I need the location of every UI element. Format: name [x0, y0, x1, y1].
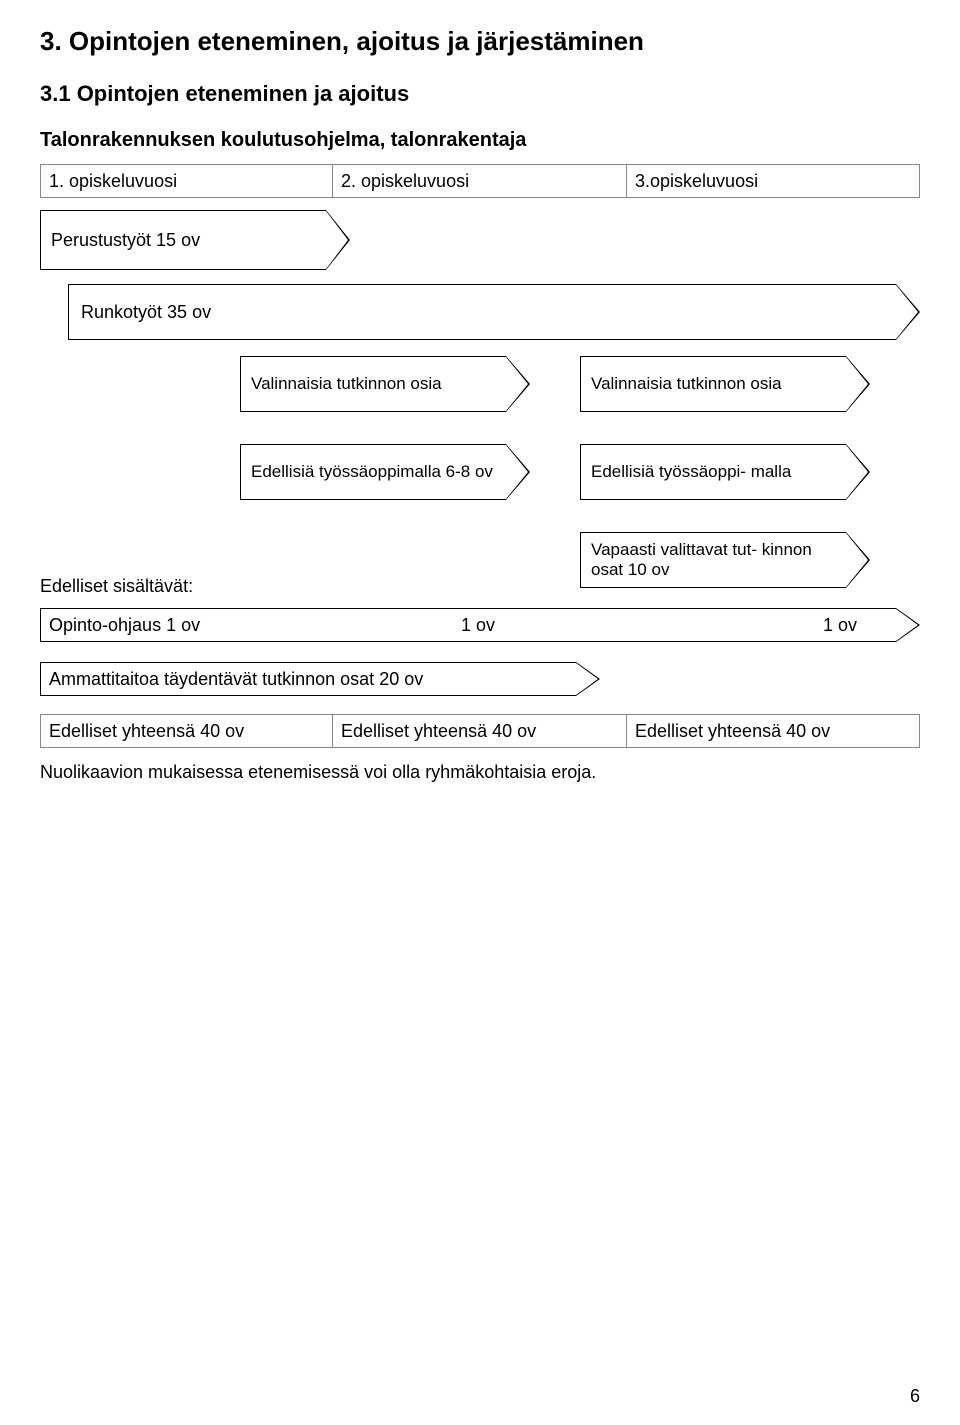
perustus-arrow: Perustustyöt 15 ov [40, 210, 350, 270]
valinnaisia-right-arrow-body: Valinnaisia tutkinnon osia [580, 356, 846, 412]
edellisia-right-arrow-arrowhead-icon [846, 444, 870, 500]
perustus-arrow-body: Perustustyöt 15 ov [40, 210, 326, 270]
vapaasti-arrow-arrowhead-icon [846, 532, 870, 588]
page-number: 6 [910, 1386, 920, 1407]
perustus-arrow-label: Perustustyöt 15 ov [51, 230, 200, 251]
program-label: Talonrakennuksen koulutusohjelma, talonr… [40, 129, 920, 152]
year-row: 1. opiskeluvuosi2. opiskeluvuosi3.opiske… [40, 164, 920, 198]
year-cell-2: 2. opiskeluvuosi [333, 164, 627, 198]
perustus-arrow-arrowhead-icon [326, 210, 350, 270]
valinnaisia-right-arrow: Valinnaisia tutkinnon osia [580, 356, 870, 412]
valinnaisia-left-arrow-body: Valinnaisia tutkinnon osia [240, 356, 506, 412]
page: 3. Opintojen eteneminen, ajoitus ja järj… [0, 0, 960, 1425]
ammattitaitoa-arrow: Ammattitaitoa täydentävät tutkinnon osat… [40, 662, 600, 696]
edellisia-right-arrow-label: Edellisiä työssäoppi- malla [591, 462, 791, 482]
edellisia-left-arrow: Edellisiä työssäoppimalla 6-8 ov [240, 444, 530, 500]
totals-row: Edelliset yhteensä 40 ovEdelliset yhteen… [40, 714, 920, 748]
edellisia-right-arrow-body: Edellisiä työssäoppi- malla [580, 444, 846, 500]
opinto-ohjaus-arrow-label-0: Opinto-ohjaus 1 ov [49, 615, 200, 636]
totals-cell-3: Edelliset yhteensä 40 ov [627, 714, 920, 748]
ammattitaitoa-arrow-body: Ammattitaitoa täydentävät tutkinnon osat… [40, 662, 576, 696]
runko-arrow-arrowhead-icon [896, 284, 920, 340]
valinnaisia-left-arrow-label: Valinnaisia tutkinnon osia [251, 374, 442, 394]
totals-cell-1: Edelliset yhteensä 40 ov [40, 714, 333, 748]
page-title: 3. Opintojen eteneminen, ajoitus ja järj… [40, 26, 920, 57]
valinnaisia-right-arrow-label: Valinnaisia tutkinnon osia [591, 374, 782, 394]
opinto-ohjaus-arrow-label-1: 1 ov [461, 615, 495, 636]
vapaasti-arrow-label: Vapaasti valittavat tut- kinnon osat 10 … [591, 540, 846, 580]
year-cell-3: 3.opiskeluvuosi [627, 164, 920, 198]
runko-arrow-label: Runkotyöt 35 ov [81, 302, 211, 323]
opinto-ohjaus-arrow: Opinto-ohjaus 1 ov 1 ov 1 ov [40, 608, 920, 642]
edellisia-left-arrow-arrowhead-icon [506, 444, 530, 500]
valinnaisia-right-arrow-arrowhead-icon [846, 356, 870, 412]
sisaltavat-label: Edelliset sisältävät: [40, 576, 193, 597]
opinto-ohjaus-arrow-arrowhead-icon [896, 608, 920, 642]
edellisia-left-arrow-label: Edellisiä työssäoppimalla 6-8 ov [251, 462, 493, 482]
opinto-ohjaus-arrow-body: Opinto-ohjaus 1 ov 1 ov 1 ov [40, 608, 896, 642]
page-subtitle: 3.1 Opintojen eteneminen ja ajoitus [40, 81, 920, 107]
valinnaisia-left-arrow-arrowhead-icon [506, 356, 530, 412]
ammattitaitoa-arrow-arrowhead-icon [576, 662, 600, 696]
edellisia-left-arrow-body: Edellisiä työssäoppimalla 6-8 ov [240, 444, 506, 500]
vapaasti-arrow: Vapaasti valittavat tut- kinnon osat 10 … [580, 532, 870, 588]
diagram-canvas: 1. opiskeluvuosi2. opiskeluvuosi3.opiske… [40, 164, 920, 904]
year-cell-1: 1. opiskeluvuosi [40, 164, 333, 198]
runko-arrow: Runkotyöt 35 ov [68, 284, 920, 340]
edellisia-right-arrow: Edellisiä työssäoppi- malla [580, 444, 870, 500]
runko-arrow-body: Runkotyöt 35 ov [68, 284, 896, 340]
valinnaisia-left-arrow: Valinnaisia tutkinnon osia [240, 356, 530, 412]
vapaasti-arrow-body: Vapaasti valittavat tut- kinnon osat 10 … [580, 532, 846, 588]
footnote: Nuolikaavion mukaisessa etenemisessä voi… [40, 762, 596, 783]
ammattitaitoa-arrow-label: Ammattitaitoa täydentävät tutkinnon osat… [49, 669, 423, 690]
totals-cell-2: Edelliset yhteensä 40 ov [333, 714, 627, 748]
opinto-ohjaus-arrow-label-2: 1 ov [823, 615, 857, 636]
